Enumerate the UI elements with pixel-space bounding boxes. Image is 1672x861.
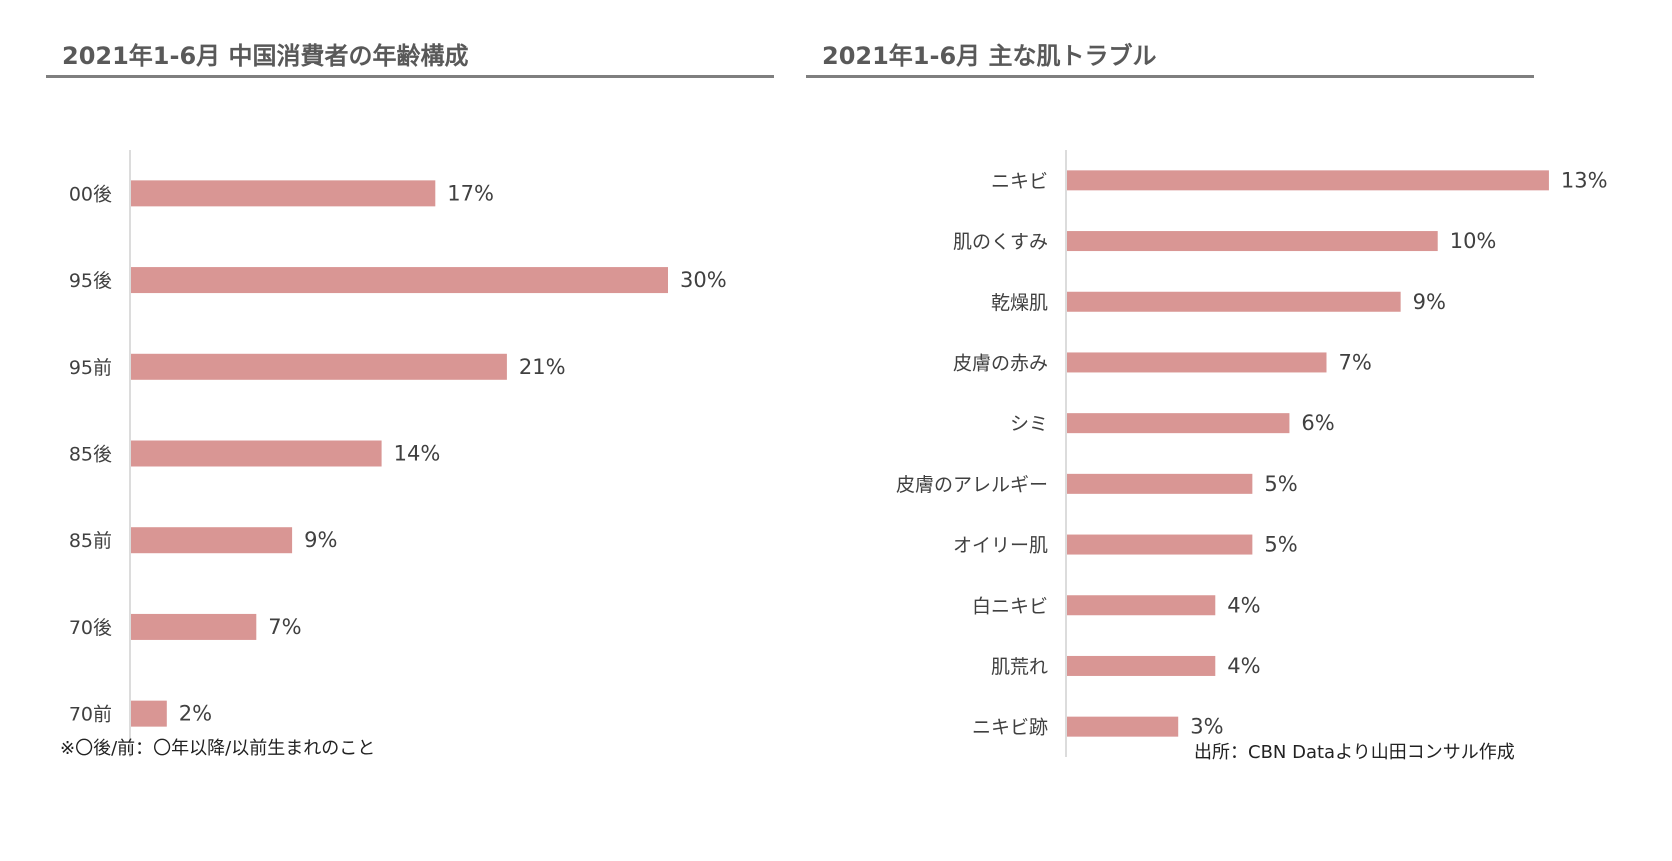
age-composition-panel: 2021年1-6月 中国消費者の年齢構成 00後 17% 95後 30% 95前 21% 8… (46, 42, 774, 759)
skin-title-rule (806, 75, 1534, 78)
skin-bar (1067, 413, 1290, 434)
skin-trouble-panel: 2021年1-6月 主な肌トラブル ニキビ 13% 肌のくすみ 10% 乾燥肌 9% 皮膚の… (806, 0, 1672, 861)
skin-category-label: ニキビ (991, 170, 1048, 192)
skin-value-label: 3% (1190, 715, 1223, 739)
skin-category-label: ニキビ跡 (972, 717, 1048, 739)
skin-category-label: 皮膚の赤み (953, 352, 1048, 374)
age-value-label: 30% (680, 268, 727, 292)
skin-value-label: 13% (1561, 168, 1608, 192)
skin-bar (1067, 655, 1216, 676)
age-category-label: 85前 (69, 530, 112, 552)
skin-value-label: 9% (1413, 290, 1446, 314)
age-bar (131, 700, 167, 727)
skin-category-label: 白ニキビ (972, 595, 1048, 617)
skin-category-label: 乾燥肌 (991, 292, 1048, 314)
source-footnote: 出所：CBN Dataより山田コンサル作成 (1194, 742, 1515, 763)
age-footnote: ※〇後/前：〇年以降/以前生まれのこと (60, 738, 376, 759)
age-category-label: 85後 (69, 444, 112, 466)
age-bar-chart: 00後 17% 95後 30% 95前 21% 85後 14% 85前 9% 70後 7% 70前 2% (69, 150, 727, 757)
age-category-label: 70後 (69, 617, 112, 639)
skin-category-label: 皮膚のアレルギー (896, 474, 1048, 496)
age-category-label: 70前 (69, 704, 112, 726)
age-value-label: 9% (304, 528, 337, 552)
age-bar (131, 527, 293, 554)
age-category-label: 00後 (69, 183, 112, 205)
age-value-label: 17% (447, 181, 494, 205)
skin-category-label: 肌のくすみ (953, 231, 1048, 253)
age-value-label: 7% (268, 615, 301, 639)
skin-trouble-bar-chart: ニキビ 13% 肌のくすみ 10% 乾燥肌 9% 皮膚の赤み 7% シミ 6% 皮膚のアレルギー 5%… (896, 150, 1608, 757)
skin-value-label: 7% (1339, 350, 1372, 374)
skin-category-label: オイリー肌 (953, 535, 1048, 557)
skin-bar (1067, 473, 1253, 494)
age-bar (131, 613, 257, 640)
age-bar (131, 440, 382, 467)
age-category-label: 95前 (69, 357, 112, 379)
skin-bar (1067, 231, 1438, 252)
age-value-label: 2% (179, 702, 212, 726)
skin-bar (1067, 716, 1179, 737)
skin-chart-title: 2021年1-6月 主な肌トラブル (822, 42, 1157, 70)
skin-value-label: 5% (1264, 472, 1297, 496)
age-bar (131, 267, 668, 294)
skin-value-label: 10% (1450, 229, 1497, 253)
age-value-label: 21% (519, 355, 566, 379)
skin-bar (1067, 291, 1401, 312)
skin-category-label: シミ (1010, 413, 1048, 435)
skin-category-label: 肌荒れ (991, 656, 1048, 678)
skin-bar (1067, 595, 1216, 616)
age-category-label: 95後 (69, 270, 112, 292)
skin-value-label: 6% (1301, 411, 1334, 435)
age-chart-title: 2021年1-6月 中国消費者の年齢構成 (62, 42, 469, 70)
age-title-rule (46, 75, 774, 78)
skin-bar (1067, 534, 1253, 555)
age-bar (131, 180, 436, 207)
skin-value-label: 4% (1227, 654, 1260, 678)
skin-bar (1067, 170, 1549, 191)
age-value-label: 14% (394, 442, 441, 466)
age-bar (131, 353, 507, 380)
skin-bar (1067, 352, 1327, 373)
skin-value-label: 5% (1264, 533, 1297, 557)
skin-value-label: 4% (1227, 593, 1260, 617)
